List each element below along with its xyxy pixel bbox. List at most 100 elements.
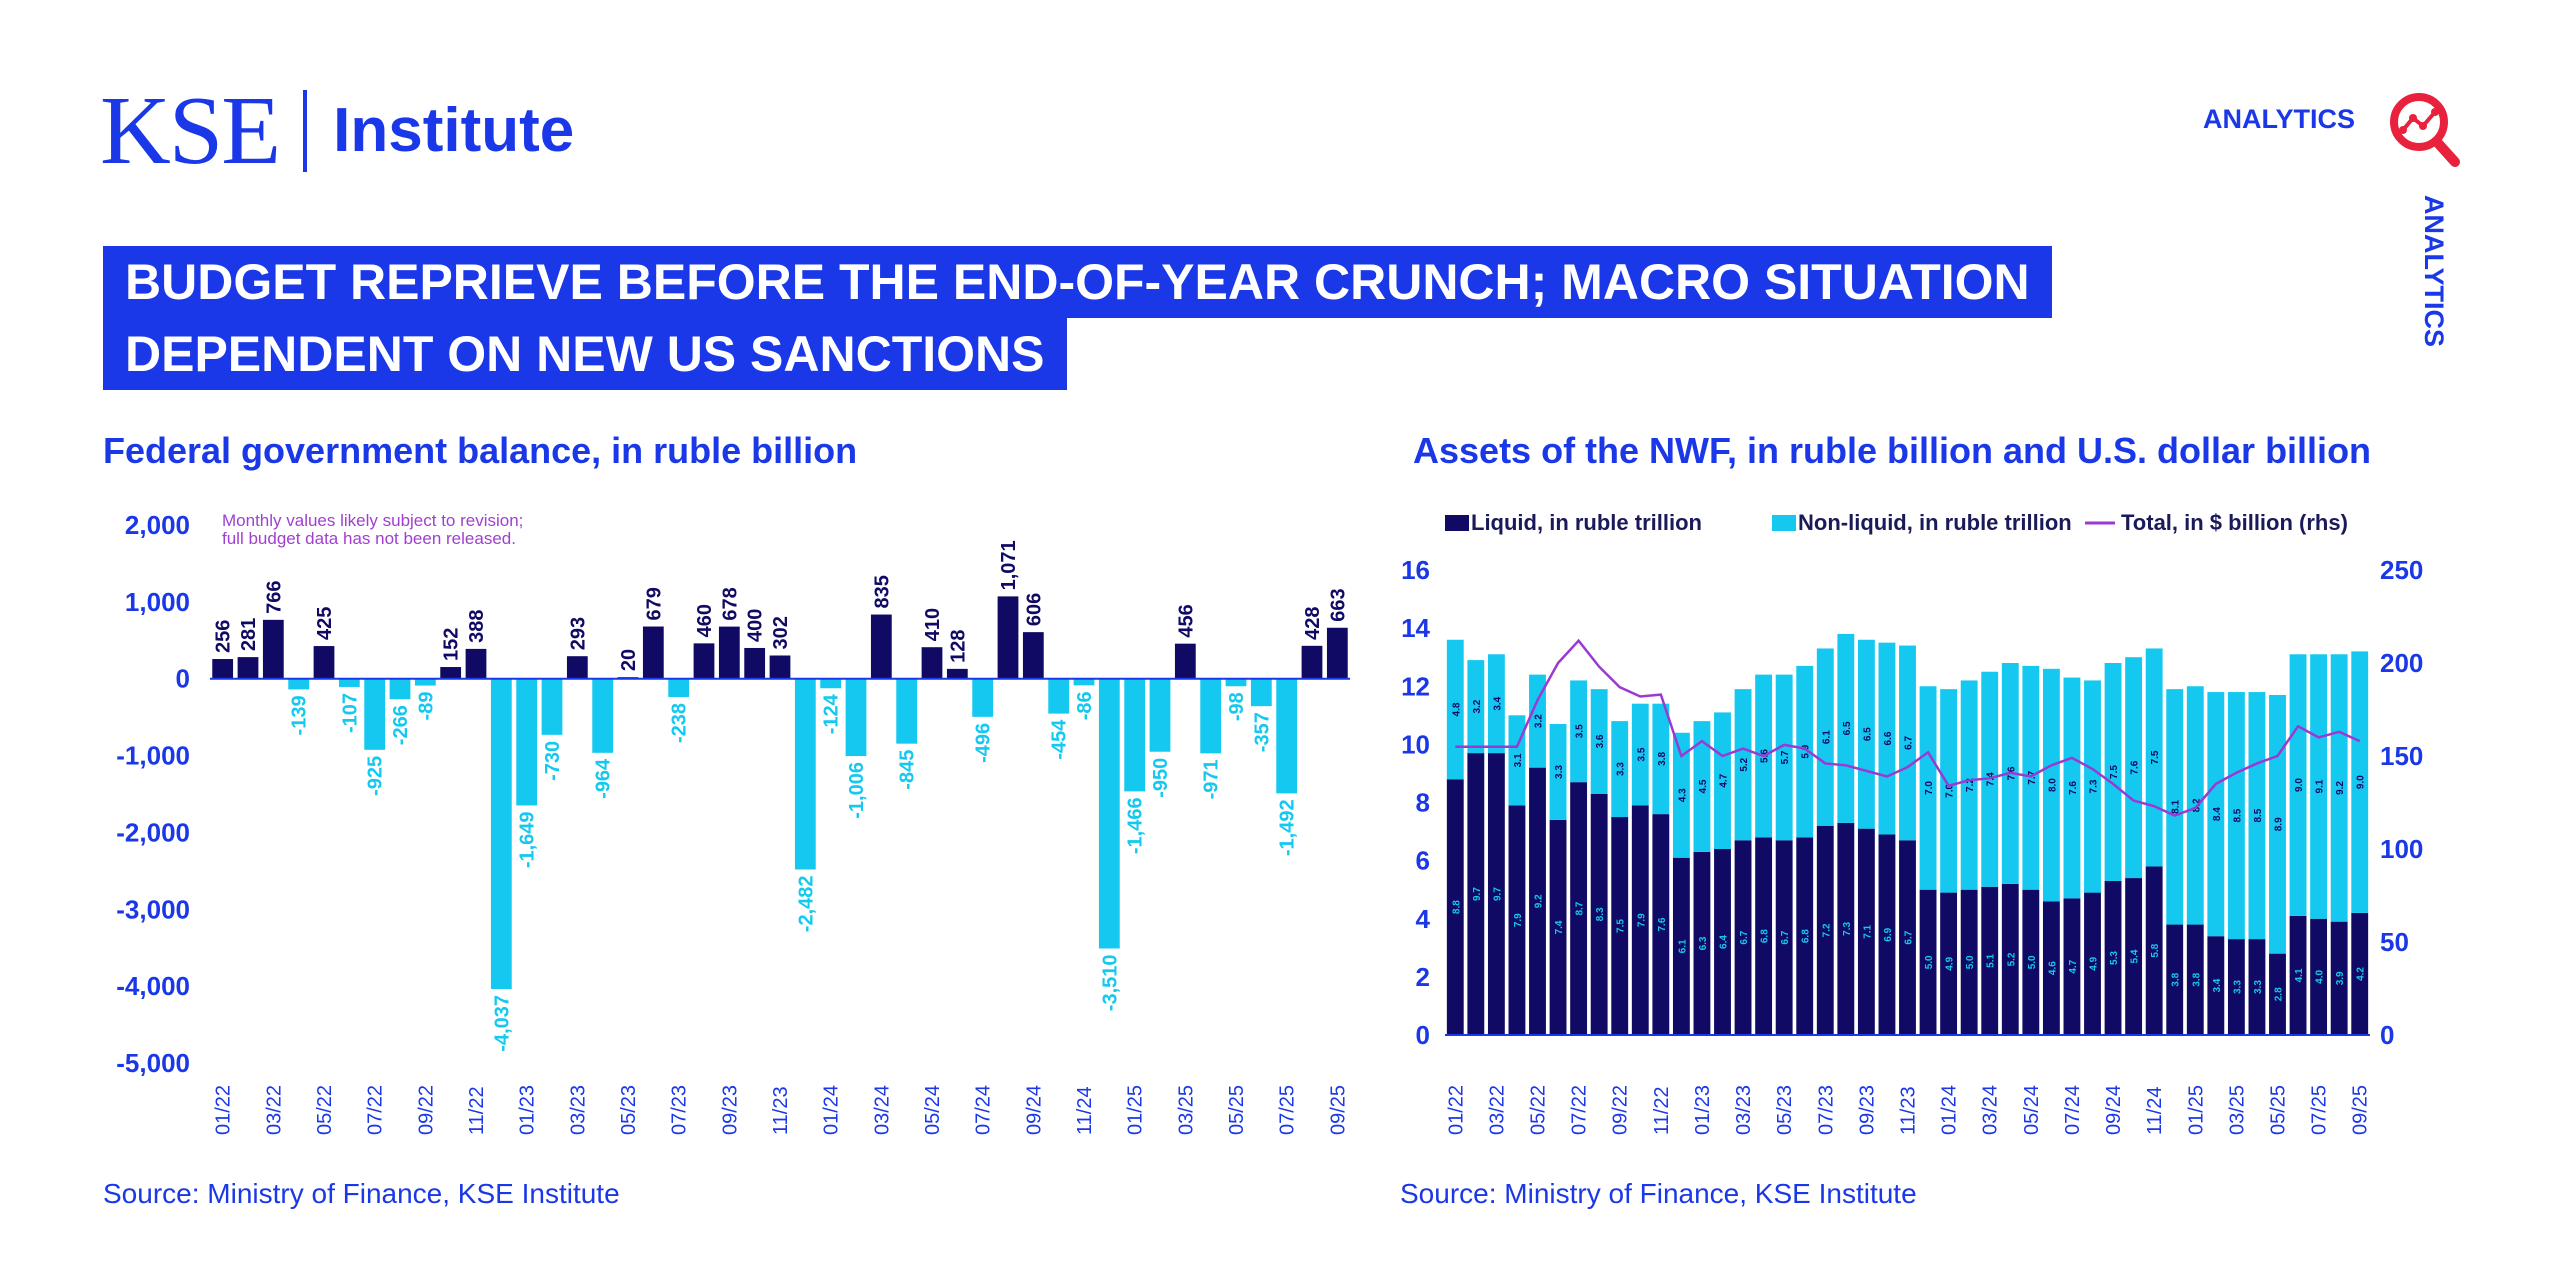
liquid-data-label: 7.4 bbox=[1554, 920, 1565, 934]
liquid-data-label: 6.1 bbox=[1677, 939, 1688, 953]
nonliquid-data-label: 7.5 bbox=[2150, 750, 2161, 764]
data-label: -1,006 bbox=[846, 762, 868, 819]
nonliquid-bar bbox=[2289, 654, 2307, 916]
liquid-bar bbox=[1857, 828, 1875, 1035]
x-tick-label: 09/24 bbox=[2103, 1085, 2125, 1135]
nonliquid-bar bbox=[1446, 639, 1464, 780]
liquid-data-label: 6.9 bbox=[1883, 927, 1894, 941]
nonliquid-bar bbox=[2269, 694, 2286, 954]
liquid-data-label: 3.8 bbox=[2191, 972, 2202, 986]
liquid-bar bbox=[2001, 883, 2019, 1035]
balance-bar bbox=[592, 678, 614, 753]
data-label: 460 bbox=[694, 604, 716, 637]
balance-bar bbox=[440, 667, 462, 679]
y-tick-label: 2 bbox=[1416, 962, 1430, 992]
liquid-data-label: 4.7 bbox=[2068, 959, 2079, 973]
data-label: 281 bbox=[238, 618, 260, 651]
balance-bar bbox=[896, 678, 918, 744]
x-tick-label: 07/22 bbox=[365, 1085, 387, 1135]
x-tick-label: 07/24 bbox=[2062, 1085, 2084, 1135]
liquid-data-label: 3.8 bbox=[2171, 972, 2182, 986]
analytics-magnifier-icon bbox=[2390, 93, 2460, 167]
data-label: -1,649 bbox=[517, 811, 539, 868]
liquid-bar bbox=[2166, 924, 2184, 1035]
x-tick-label: 03/23 bbox=[567, 1085, 589, 1135]
x-tick-label: 03/22 bbox=[263, 1085, 285, 1135]
liquid-data-label: 3.3 bbox=[2253, 980, 2264, 994]
y-tick-label: -1,000 bbox=[116, 741, 190, 771]
balance-bar bbox=[313, 646, 335, 679]
balance-bar bbox=[972, 678, 994, 717]
x-tick-label: 01/25 bbox=[2185, 1085, 2207, 1135]
balance-bar bbox=[212, 659, 234, 679]
nonliquid-bar bbox=[1940, 689, 1958, 893]
x-tick-label: 07/24 bbox=[973, 1085, 995, 1135]
balance-bar bbox=[566, 656, 588, 679]
nonliquid-data-label: 8.9 bbox=[2274, 817, 2285, 831]
liquid-bar bbox=[1919, 889, 1937, 1035]
y2-tick-label: 100 bbox=[2380, 834, 2423, 864]
balance-bar bbox=[262, 619, 284, 679]
liquid-bar bbox=[2063, 898, 2081, 1035]
balance-bar bbox=[1250, 678, 1272, 707]
nonliquid-data-label: 7.3 bbox=[2089, 779, 2100, 793]
nonliquid-bar bbox=[2207, 692, 2225, 937]
liquid-bar bbox=[1960, 889, 1978, 1035]
data-label: 679 bbox=[643, 587, 665, 620]
nonliquid-data-label: 7.6 bbox=[2130, 760, 2141, 774]
y2-tick-label: 150 bbox=[2380, 741, 2423, 771]
nonliquid-data-label: 4.7 bbox=[1719, 773, 1730, 787]
liquid-bar bbox=[1446, 779, 1464, 1035]
x-tick-label: 07/23 bbox=[669, 1085, 691, 1135]
liquid-bar bbox=[1981, 886, 1999, 1035]
x-tick-label: 11/22 bbox=[466, 1086, 488, 1135]
liquid-data-label: 4.6 bbox=[2047, 961, 2058, 975]
balance-bar bbox=[465, 648, 487, 679]
liquid-bar bbox=[1590, 793, 1608, 1035]
nonliquid-bar bbox=[2351, 651, 2369, 913]
nonliquid-data-label: 6.5 bbox=[1862, 727, 1873, 741]
y-tick-label: 12 bbox=[1401, 671, 1430, 701]
liquid-data-label: 9.7 bbox=[1492, 887, 1503, 901]
nonliquid-data-label: 3.5 bbox=[1636, 747, 1647, 761]
liquid-bar bbox=[1693, 851, 1711, 1035]
balance-bar bbox=[364, 678, 386, 750]
balance-bar bbox=[1200, 678, 1222, 754]
y2-tick-label: 0 bbox=[2380, 1020, 2394, 1050]
liquid-data-label: 7.6 bbox=[1657, 917, 1668, 931]
nonliquid-bar bbox=[2330, 654, 2348, 922]
nonliquid-bar bbox=[2063, 677, 2081, 899]
balance-bar bbox=[1022, 632, 1044, 679]
nonliquid-bar bbox=[1837, 633, 1855, 823]
y-tick-label: 2,000 bbox=[125, 510, 190, 540]
nonliquid-bar bbox=[1919, 686, 1937, 890]
nonliquid-bar bbox=[1487, 654, 1505, 754]
nonliquid-data-label: 3.1 bbox=[1513, 753, 1524, 767]
nonliquid-bar bbox=[2227, 692, 2245, 940]
liquid-data-label: 7.5 bbox=[1616, 919, 1627, 933]
liquid-data-label: 4.9 bbox=[2089, 956, 2100, 970]
nonliquid-data-label: 3.3 bbox=[1616, 762, 1627, 776]
data-label: -238 bbox=[669, 703, 691, 743]
y-tick-label: 16 bbox=[1401, 555, 1430, 585]
x-tick-label: 07/25 bbox=[1277, 1085, 1299, 1135]
data-label: 606 bbox=[1023, 593, 1045, 626]
balance-bar bbox=[668, 678, 690, 698]
balance-bar bbox=[820, 678, 842, 689]
nonliquid-data-label: 8.0 bbox=[2047, 778, 2058, 792]
liquid-data-label: 5.3 bbox=[2109, 951, 2120, 965]
liquid-bar bbox=[2207, 936, 2225, 1035]
data-label: 293 bbox=[567, 617, 589, 650]
nonliquid-bar bbox=[1714, 712, 1731, 849]
nonliquid-bar bbox=[1857, 639, 1875, 829]
legend-label: Liquid, in ruble trillion bbox=[1471, 510, 1702, 535]
liquid-bar bbox=[1672, 857, 1690, 1035]
legend-label: Non-liquid, in ruble trillion bbox=[1798, 510, 2072, 535]
nonliquid-bar bbox=[2145, 648, 2163, 867]
liquid-data-label: 6.8 bbox=[1760, 929, 1771, 943]
balance-bar bbox=[490, 678, 512, 989]
liquid-bar bbox=[1899, 840, 1916, 1035]
data-label: -950 bbox=[1150, 758, 1172, 798]
data-label: -845 bbox=[897, 750, 919, 790]
y-tick-label: 8 bbox=[1416, 788, 1430, 818]
